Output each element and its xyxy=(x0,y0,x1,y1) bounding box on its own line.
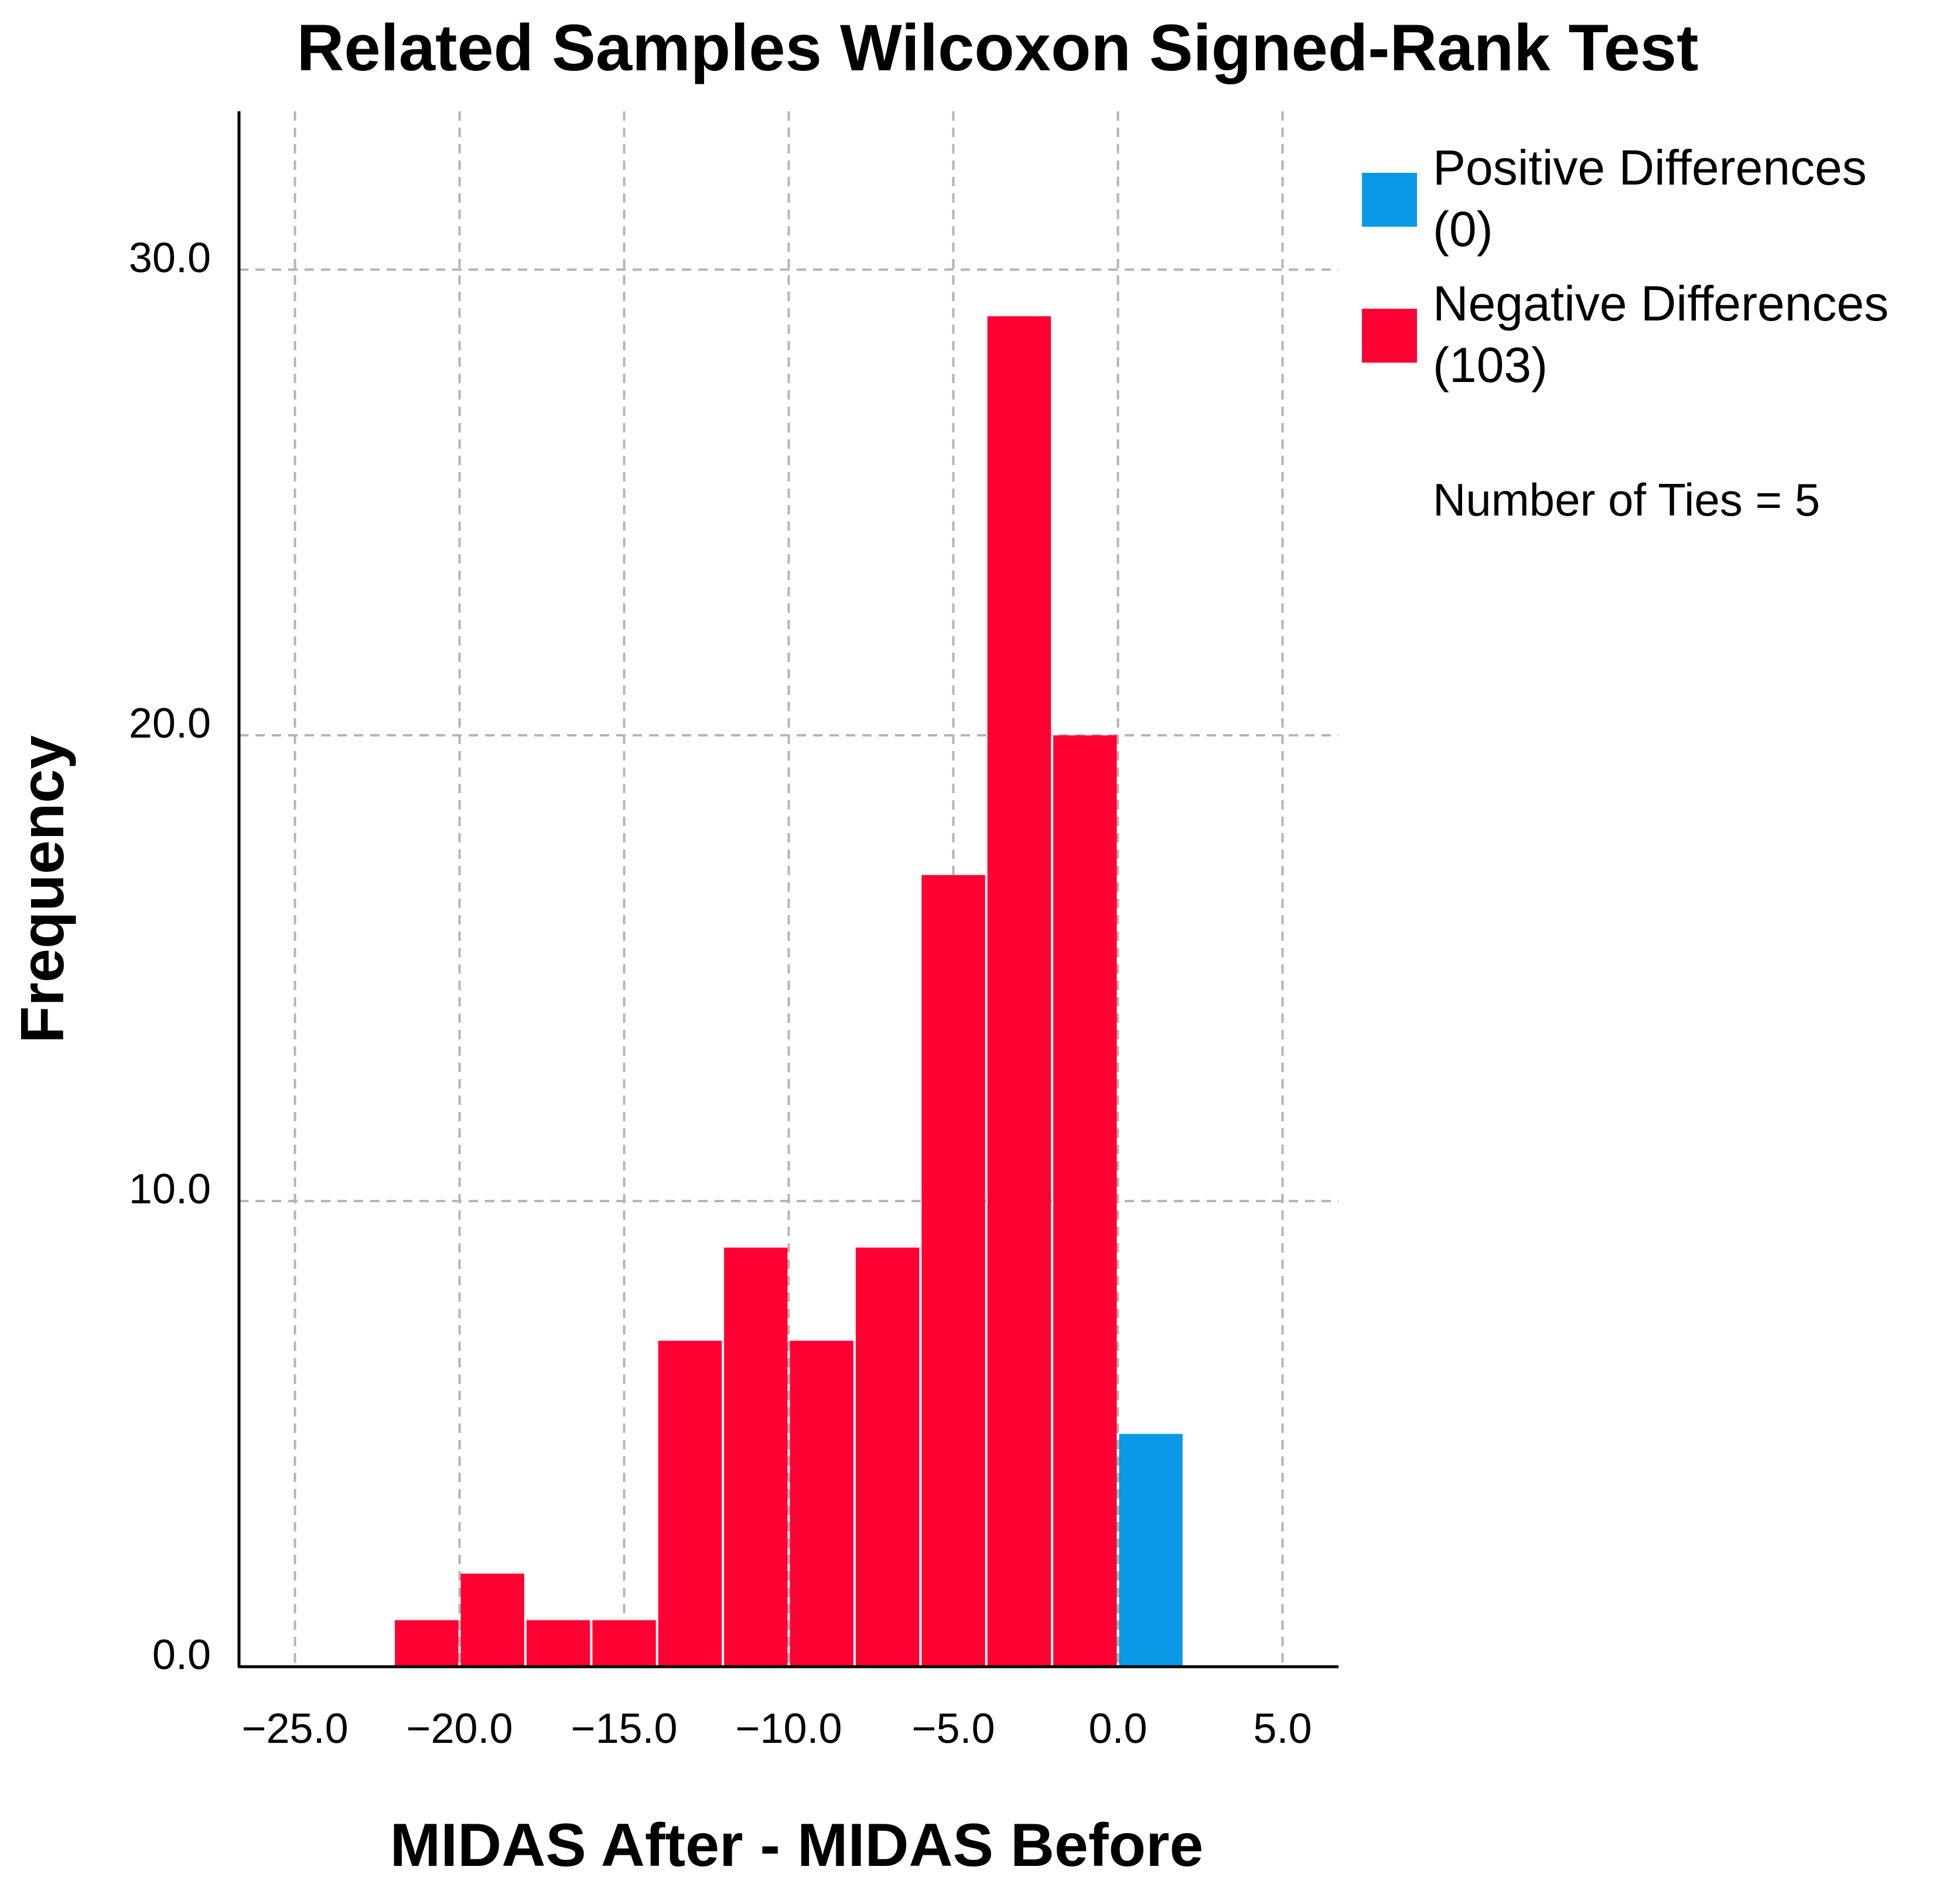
legend-count-negative: (103) xyxy=(1433,337,1548,393)
bar-negative-differences xyxy=(526,1620,590,1667)
x-tick-label: −20.0 xyxy=(406,1705,513,1752)
bar-negative-differences xyxy=(460,1574,524,1667)
legend-label-negative: Negative Differences xyxy=(1433,276,1889,331)
bar-negative-differences xyxy=(395,1620,459,1667)
x-tick-label: −5.0 xyxy=(911,1705,995,1752)
x-tick-labels: −25.0 −20.0 −15.0 −10.0 −5.0 0.0 5.0 xyxy=(241,1705,1312,1752)
bar-negative-differences xyxy=(724,1247,788,1667)
legend-swatch-positive xyxy=(1362,173,1417,227)
y-tick-label: 10.0 xyxy=(129,1166,211,1213)
gridlines xyxy=(239,111,1338,1667)
x-tick-label: 5.0 xyxy=(1253,1705,1312,1752)
bar-negative-differences xyxy=(987,316,1051,1667)
bar-negative-differences xyxy=(658,1340,722,1667)
x-tick-label: −25.0 xyxy=(241,1705,348,1752)
legend-label-positive: Positive Differences xyxy=(1433,140,1867,195)
legend-count-positive: (0) xyxy=(1433,202,1493,257)
y-axis-label: Frequency xyxy=(9,735,77,1043)
bars xyxy=(395,316,1183,1667)
x-tick-label: −15.0 xyxy=(571,1705,677,1752)
y-tick-label: 0.0 xyxy=(152,1632,211,1678)
legend: Positive Differences (0) Negative Differ… xyxy=(1362,140,1889,526)
y-tick-labels: 0.0 10.0 20.0 30.0 xyxy=(129,234,211,1678)
y-tick-label: 30.0 xyxy=(129,234,211,281)
ties-count-text: Number of Ties = 5 xyxy=(1433,474,1820,526)
x-axis-label: MIDAS After - MIDAS Before xyxy=(390,1811,1204,1879)
legend-swatch-negative xyxy=(1362,309,1417,363)
bar-negative-differences xyxy=(1053,735,1117,1667)
axes xyxy=(237,111,1338,1668)
bar-negative-differences xyxy=(592,1620,656,1667)
bar-negative-differences xyxy=(855,1247,920,1667)
chart-title: Related Samples Wilcoxon Signed-Rank Tes… xyxy=(296,11,1698,84)
y-tick-label: 20.0 xyxy=(129,700,211,747)
bar-negative-differences xyxy=(790,1340,853,1667)
x-tick-label: 0.0 xyxy=(1088,1705,1147,1752)
x-tick-label: −10.0 xyxy=(735,1705,842,1752)
bar-ties xyxy=(1119,1434,1183,1667)
bar-negative-differences xyxy=(921,875,985,1667)
